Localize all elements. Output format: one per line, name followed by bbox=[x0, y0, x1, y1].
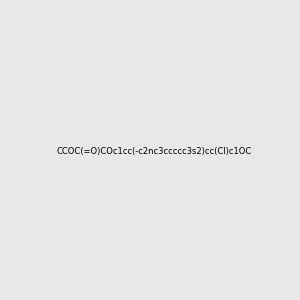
Text: CCOC(=O)COc1cc(-c2nc3ccccc3s2)cc(Cl)c1OC: CCOC(=O)COc1cc(-c2nc3ccccc3s2)cc(Cl)c1OC bbox=[56, 147, 251, 156]
